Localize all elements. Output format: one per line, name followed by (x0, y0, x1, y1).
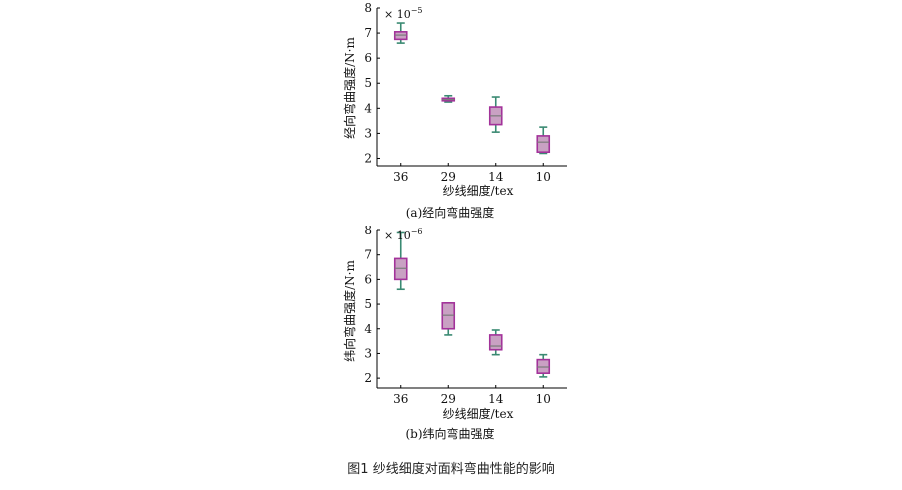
panel-b-box-14 (488, 334, 503, 351)
panel-b-axes (376, 230, 567, 389)
panel-b-y-tick-label: 6 (364, 272, 372, 286)
panel-b-y-tick-label: 4 (364, 322, 372, 336)
panel-a-caption: (a)经向弯曲强度 (406, 205, 495, 220)
panel-a-y-tick-label: 3 (364, 126, 372, 140)
panel-a-y-tick-label: 2 (364, 151, 372, 165)
panel-a-ticks: 2 3 4 5 6 7 8 36 29 14 10 (364, 1, 551, 184)
panel-a-y-label: 经向弯曲强度/N·m (342, 37, 357, 139)
figure-caption: 图1 纱线细度对面料弯曲性能的影响 (347, 462, 555, 477)
panel-b-box-36 (393, 257, 408, 281)
panel-a-y-tick-label: 6 (364, 51, 372, 65)
panel-b-caption: (b)纬向弯曲强度 (405, 426, 494, 441)
panel-b-y-tick-label: 7 (364, 248, 372, 262)
panel-a-chart: 2 3 4 5 6 7 8 36 29 14 10 × 10−5 经向弯曲强度/N·m 纱线细度/t… (342, 1, 567, 220)
panel-b-x-tick-label: 14 (488, 392, 504, 406)
panel-b-y-tick-label: 3 (364, 346, 372, 360)
panel-b-chart: 2 3 4 5 6 7 8 36 29 14 10 × 10−6 纬向弯曲强度/N·m 纱线细度/t… (342, 226, 567, 441)
panel-a-boxes (393, 22, 551, 155)
panel-a-x-tick-label: 14 (488, 170, 504, 184)
panel-b-box-10 (536, 358, 551, 374)
panel-a-multiplier: × 10−5 (384, 6, 423, 21)
panel-b-y-tick-label: 8 (364, 226, 372, 237)
panel-b-y-label: 纬向弯曲强度/N·m (342, 260, 357, 362)
panel-a-y-tick-label: 4 (364, 101, 372, 115)
panel-a-y-tick-label: 7 (364, 26, 372, 40)
panel-a-x-tick-label: 10 (536, 170, 551, 184)
panel-b-x-tick-label: 36 (393, 392, 408, 406)
panel-b-multiplier: × 10−6 (384, 227, 423, 242)
panel-a-y-tick-label: 5 (364, 76, 372, 90)
panel-b-ticks: 2 3 4 5 6 7 8 36 29 14 10 (364, 226, 551, 406)
panel-b-box-29 (441, 302, 456, 330)
panel-b-x-tick-label: 29 (441, 392, 456, 406)
panel-b-y-tick-label: 5 (364, 297, 372, 311)
panel-b-boxes (393, 231, 551, 378)
panel-a-x-tick-label: 36 (393, 170, 408, 184)
panel-a-x-label: 纱线细度/tex (443, 183, 514, 198)
panel-b-y-tick-label: 2 (364, 371, 372, 385)
panel-b-x-label: 纱线细度/tex (443, 406, 514, 421)
panel-a-x-tick-label: 29 (441, 170, 456, 184)
panel-b-x-tick-label: 10 (536, 392, 551, 406)
panel-a-axes (376, 8, 567, 167)
panel-a-box-10 (536, 135, 551, 154)
panel-a-y-tick-label: 8 (364, 1, 372, 15)
